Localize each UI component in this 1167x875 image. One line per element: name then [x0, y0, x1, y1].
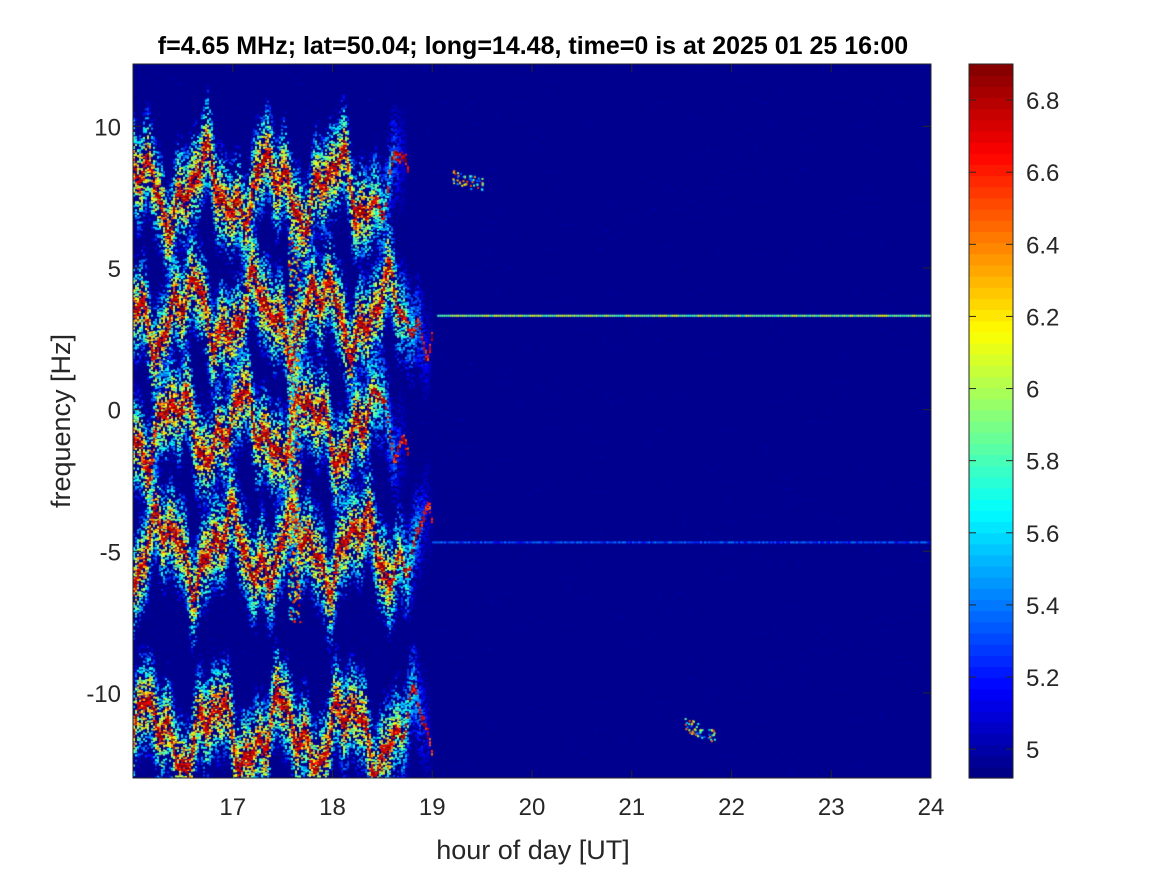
colorbar-swatch [969, 409, 1013, 422]
plot-area: 17 18 19 20 21 22 23 24 -10 -5 0 5 10 [86, 63, 945, 821]
colorbar-swatch [969, 209, 1013, 221]
colorbar-swatch [969, 610, 1013, 623]
colorbar-swatch [969, 666, 1013, 679]
y-tick-label: 5 [108, 256, 121, 283]
colorbar-swatch [969, 119, 1013, 132]
chart-title: f=4.65 MHz; lat=50.04; long=14.48, time=… [158, 32, 908, 60]
colorbar-swatch [969, 677, 1013, 690]
colorbar-swatch [969, 387, 1013, 400]
x-tick-label: 24 [918, 794, 945, 821]
colorbar-swatch [969, 253, 1013, 266]
colorbar-swatch [969, 75, 1013, 87]
colorbar-swatch [969, 521, 1013, 534]
y-tick-label: 10 [94, 114, 121, 141]
colorbar-swatch [969, 320, 1013, 333]
colorbar-swatch [969, 142, 1013, 154]
heatmap-image [133, 64, 931, 778]
colorbar-swatch [969, 153, 1013, 166]
colorbar-swatch [969, 432, 1013, 444]
colorbar-swatch [969, 699, 1013, 712]
colorbar-swatch [969, 197, 1013, 210]
colorbar-swatch [969, 733, 1013, 746]
x-axis-label: hour of day [UT] [436, 835, 630, 865]
colorbar-swatch [969, 688, 1013, 701]
colorbar-tick-label: 5 [1026, 737, 1039, 764]
x-tick-label: 17 [219, 794, 246, 821]
colorbar-swatch [969, 454, 1013, 467]
colorbar-swatch [969, 577, 1013, 589]
x-tick-label: 18 [319, 794, 346, 821]
colorbar-swatch [969, 287, 1013, 299]
y-axis-label: frequency [Hz] [46, 334, 76, 508]
colorbar-swatch [969, 130, 1013, 143]
colorbar: 5 5.2 5.4 5.6 5.8 6 6.2 6.4 6.6 6.8 [968, 63, 1059, 779]
colorbar-tick-label: 5.8 [1026, 449, 1059, 476]
colorbar-tick-label: 6.8 [1026, 88, 1059, 115]
colorbar-swatch [969, 86, 1013, 99]
colorbar-swatch [969, 465, 1013, 478]
colorbar-tick-label: 5.2 [1026, 665, 1059, 692]
y-tick-label: -10 [86, 681, 121, 708]
colorbar-tick-label: 6 [1026, 377, 1039, 404]
colorbar-swatch [969, 722, 1013, 734]
colorbar-swatch [969, 298, 1013, 311]
colorbar-tick-label: 6.4 [1026, 232, 1059, 259]
colorbar-swatch [969, 342, 1013, 355]
colorbar-tick-label: 5.6 [1026, 521, 1059, 548]
colorbar-swatch [969, 309, 1013, 322]
colorbar-swatch [969, 599, 1013, 612]
colorbar-swatch [969, 499, 1013, 511]
colorbar-swatch [969, 588, 1013, 601]
colorbar-swatch [969, 164, 1013, 177]
colorbar-swatch [969, 487, 1013, 500]
colorbar-swatch [969, 766, 1013, 779]
colorbar-swatch [969, 711, 1013, 723]
colorbar-tick-label: 5.4 [1026, 593, 1059, 620]
colorbar-swatch [969, 421, 1013, 433]
colorbar-swatch [969, 108, 1013, 121]
x-tick-label: 22 [718, 794, 745, 821]
colorbar-swatch [969, 621, 1013, 634]
colorbar-swatch [969, 242, 1013, 255]
x-tick-label: 19 [419, 794, 446, 821]
colorbar-swatch [969, 632, 1013, 645]
colorbar-swatch [969, 543, 1013, 556]
colorbar-swatch [969, 275, 1013, 288]
colorbar-swatch [969, 398, 1013, 411]
colorbar-swatch [969, 655, 1013, 668]
colorbar-swatch [969, 97, 1013, 110]
colorbar-swatch [969, 443, 1013, 456]
colorbar-swatch [969, 365, 1013, 377]
x-tick-label: 20 [519, 794, 546, 821]
y-tick-label: -5 [100, 539, 121, 566]
colorbar-swatch [969, 554, 1013, 567]
x-tick-label: 23 [818, 794, 845, 821]
colorbar-swatch [969, 220, 1013, 232]
colorbar-swatch [969, 476, 1013, 489]
colorbar-swatch [969, 231, 1013, 244]
colorbar-swatch [969, 644, 1013, 656]
colorbar-swatch [969, 264, 1013, 277]
colorbar-swatch [969, 744, 1013, 757]
colorbar-swatch [969, 64, 1013, 76]
colorbar-swatch [969, 566, 1013, 578]
colorbar-swatch [969, 510, 1013, 523]
colorbar-swatch [969, 755, 1013, 768]
colorbar-swatch [969, 186, 1013, 199]
colorbar-swatch [969, 175, 1013, 188]
colorbar-frame [968, 63, 1014, 779]
y-tick-label: 0 [108, 398, 121, 425]
x-tick-label: 21 [618, 794, 645, 821]
colorbar-swatch [969, 376, 1013, 389]
colorbar-tick-label: 6.6 [1026, 160, 1059, 187]
colorbar-swatch [969, 354, 1013, 366]
colorbar-swatch [969, 331, 1013, 344]
colorbar-swatch [969, 532, 1013, 545]
colorbar-tick-label: 6.2 [1026, 304, 1059, 331]
